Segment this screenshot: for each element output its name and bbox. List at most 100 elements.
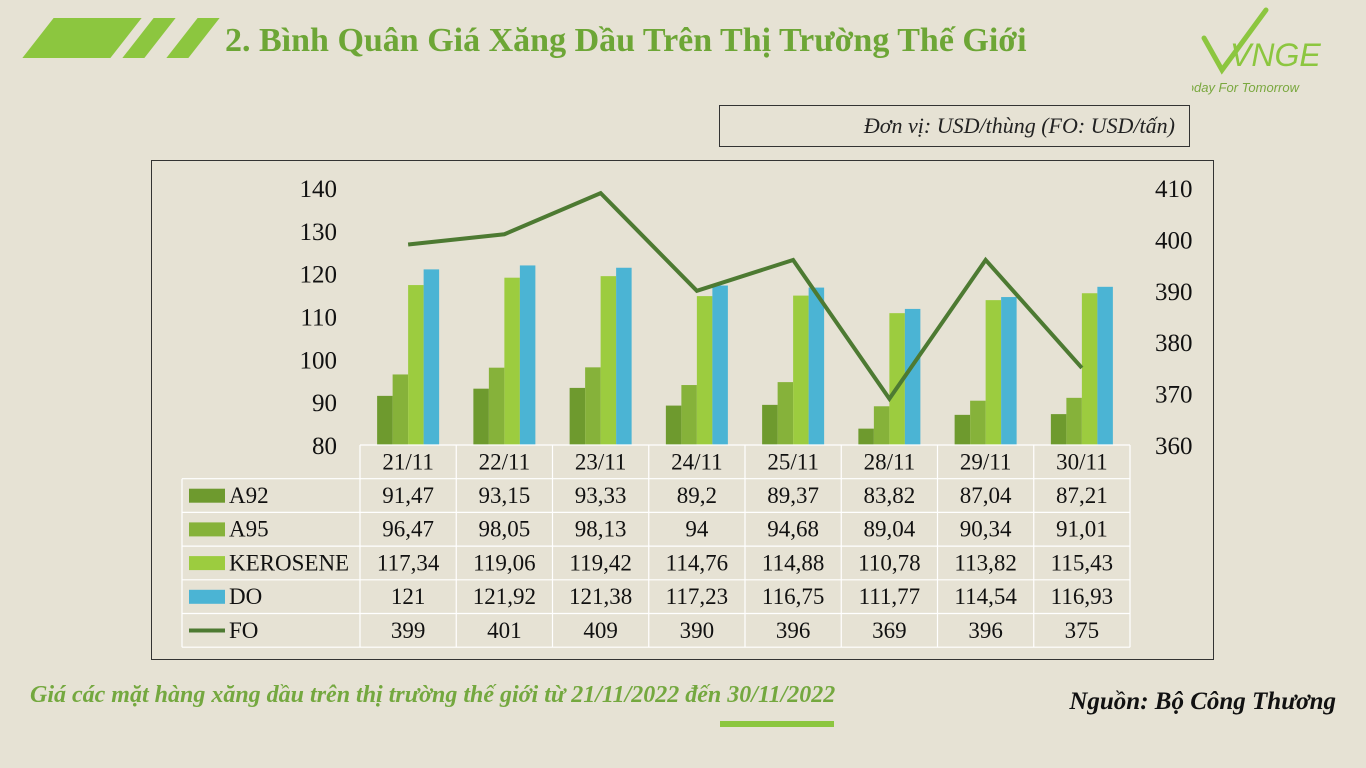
data-label: 121,38 <box>569 584 632 609</box>
legend-label: DO <box>229 584 262 609</box>
y-left-tick-label: 130 <box>300 219 338 246</box>
data-label: 91,47 <box>382 483 434 508</box>
legend-swatch-a92 <box>189 488 225 503</box>
logo-swoosh-icon <box>1201 7 1269 75</box>
data-label: 396 <box>968 618 1003 643</box>
y-left-tick-label: 120 <box>300 262 338 289</box>
bar-a95 <box>585 367 601 445</box>
bar-a95 <box>970 400 986 445</box>
bar-do <box>808 287 825 445</box>
logo-brand: VNGE <box>1230 37 1321 73</box>
data-label: 98,05 <box>479 517 531 542</box>
bar-do <box>1097 286 1113 445</box>
data-label: 117,34 <box>377 550 440 575</box>
data-label: 110,78 <box>858 550 920 575</box>
data-label: 119,06 <box>473 550 535 575</box>
y-left-tick-label: 80 <box>312 433 337 460</box>
x-tick-label: 21/11 <box>382 449 434 474</box>
data-label: 90,34 <box>960 517 1012 542</box>
bar-a92 <box>569 387 586 445</box>
data-label: 94 <box>685 517 709 542</box>
bar-do <box>616 267 632 445</box>
data-label: 115,43 <box>1051 550 1113 575</box>
bar-kerosene <box>600 276 617 445</box>
data-label: 121 <box>391 584 426 609</box>
bar-a95 <box>777 382 794 445</box>
legend-label: A92 <box>229 483 269 508</box>
data-label: 114,54 <box>954 584 1017 609</box>
bar-kerosene <box>985 300 1002 445</box>
bar-a95 <box>873 406 890 445</box>
y-left-tick-label: 90 <box>312 390 337 417</box>
y-right-tick-label: 360 <box>1155 433 1193 460</box>
data-label: 83,82 <box>864 483 916 508</box>
y-right-tick-label: 390 <box>1155 279 1193 306</box>
data-label: 89,2 <box>677 483 717 508</box>
series-line-fo <box>407 190 1084 403</box>
bar-do <box>423 269 440 445</box>
data-label: 116,75 <box>762 584 824 609</box>
data-label: 396 <box>776 618 811 643</box>
bar-kerosene <box>408 285 424 445</box>
bar-a92 <box>665 405 682 445</box>
bar-kerosene <box>889 313 905 445</box>
title-stripe-3 <box>166 18 220 58</box>
data-label: 375 <box>1065 618 1100 643</box>
data-label: 89,04 <box>864 517 916 542</box>
page-title: 2. Bình Quân Giá Xăng Dầu Trên Thị Trườn… <box>225 22 1027 59</box>
data-label: 87,21 <box>1056 483 1108 508</box>
bar-a92 <box>377 395 393 445</box>
bar-kerosene <box>1081 293 1098 445</box>
bar-kerosene <box>793 295 809 445</box>
data-label: 96,47 <box>382 517 434 542</box>
bar-a95 <box>1066 397 1082 445</box>
bar-a95 <box>681 385 697 445</box>
bar-a92 <box>1050 414 1067 445</box>
bar-a95 <box>392 374 409 445</box>
bar-a92 <box>858 428 874 445</box>
legend-label: A95 <box>229 517 269 542</box>
y-left-tick-label: 140 <box>300 176 338 203</box>
bar-do <box>519 265 536 445</box>
data-label: 93,15 <box>479 483 531 508</box>
y-right-tick-label: 380 <box>1155 330 1193 357</box>
chart-frame: 80 90 100 110 120 130 140 360 370 380 390 400 410 21/… <box>151 160 1214 660</box>
data-label: 117,23 <box>666 584 728 609</box>
legend-swatch-do <box>189 589 225 604</box>
bar-do <box>1001 297 1017 445</box>
legend-label: FO <box>229 618 258 643</box>
data-label: 89,37 <box>767 483 819 508</box>
data-label: 121,92 <box>473 584 536 609</box>
bar-do <box>904 308 921 445</box>
data-label: 93,33 <box>575 483 627 508</box>
logo-tagline: Today For Tomorrow <box>1192 80 1301 95</box>
x-tick-label: 30/11 <box>1056 449 1108 474</box>
data-label: 116,93 <box>1051 584 1113 609</box>
bar-a92 <box>473 388 489 445</box>
data-label: 113,82 <box>954 550 1016 575</box>
x-tick-label: 23/11 <box>575 449 627 474</box>
y-right-tick-label: 400 <box>1155 227 1193 254</box>
data-label: 114,88 <box>762 550 824 575</box>
bar-do <box>712 285 728 445</box>
data-label: 119,42 <box>569 550 631 575</box>
data-label: 409 <box>583 618 618 643</box>
x-tick-label: 24/11 <box>671 449 723 474</box>
bar-a92 <box>954 414 971 445</box>
legend-swatch-kerosene <box>189 556 225 571</box>
accent-bar <box>720 721 834 727</box>
source-note: Nguồn: Bộ Công Thương <box>1069 688 1336 715</box>
legend-swatch-a95 <box>189 522 225 537</box>
y-left-tick-label: 100 <box>300 347 338 374</box>
logo: VNGE Today For Tomorrow <box>1192 7 1321 95</box>
legend-label: KEROSENE <box>229 550 349 575</box>
chart-caption: Giá các mặt hàng xăng dầu trên thị trườn… <box>30 682 836 708</box>
bar-a95 <box>488 367 505 445</box>
data-label: 98,13 <box>575 517 627 542</box>
data-label: 111,77 <box>859 584 921 609</box>
data-label: 369 <box>872 618 907 643</box>
data-label: 114,76 <box>666 550 728 575</box>
x-tick-label: 22/11 <box>479 449 531 474</box>
x-tick-label: 25/11 <box>767 449 819 474</box>
unit-note: Đơn vị: USD/thùng (FO: USD/tấn) <box>719 105 1190 147</box>
